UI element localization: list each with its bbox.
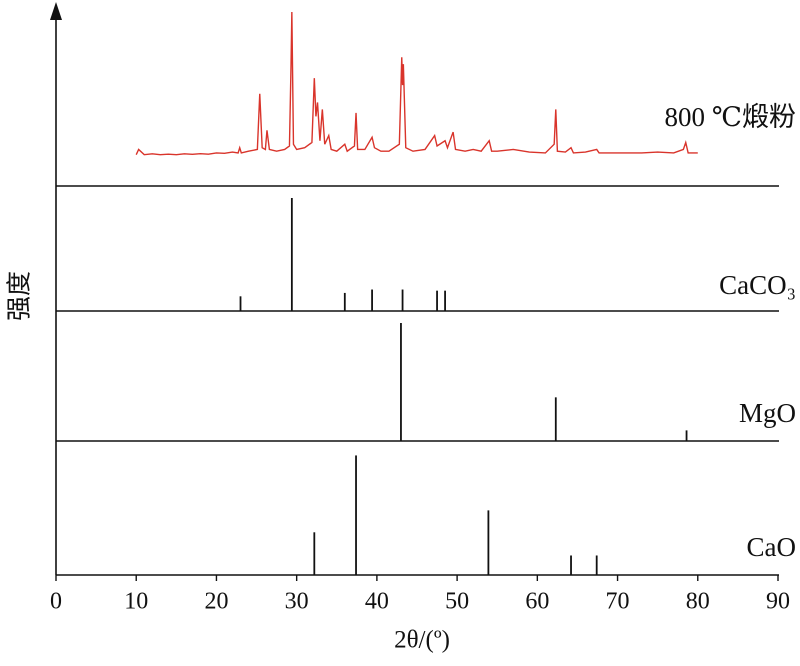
y-axis-label: 强度 [6,271,34,321]
x-tick-label: 40 [365,589,389,615]
x-tick-label: 50 [445,589,469,615]
x-axis-label: 2θ/(º) [394,627,450,654]
pattern-line [135,11,698,156]
x-tick-label: 10 [124,589,148,615]
y-axis-arrow [50,2,62,20]
x-tick-label: 70 [606,589,630,615]
x-tick-label: 20 [204,589,228,615]
series-label: MgO [739,398,796,428]
x-tick-label: 90 [766,589,790,615]
series-label: CaO [747,532,797,562]
x-tick-label: 80 [686,589,710,615]
x-tick-label: 0 [50,589,62,615]
x-tick-label: 30 [285,589,309,615]
x-tick-label: 60 [525,589,549,615]
series-label: 800 ℃煅粉 [665,102,796,132]
series-label: CaCO₃ [719,270,796,300]
